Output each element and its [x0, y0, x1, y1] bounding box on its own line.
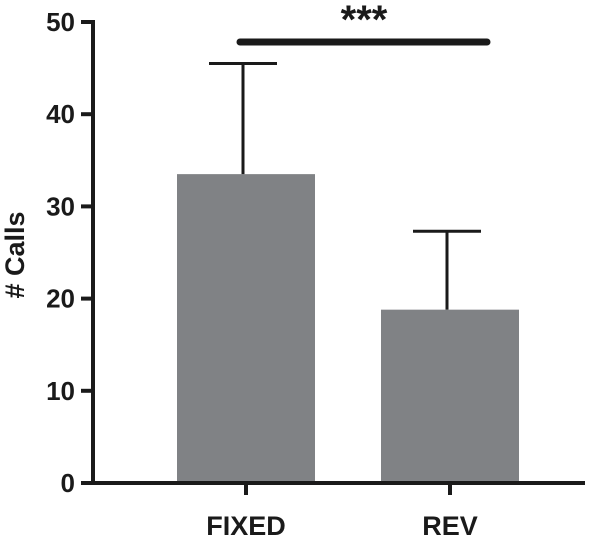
- error-bars: [209, 61, 481, 310]
- y-tick-label: 20: [46, 284, 75, 314]
- bar-rev: [381, 309, 519, 481]
- x-axis: FIXED REV: [91, 481, 585, 537]
- bars: [177, 174, 519, 481]
- y-tick-label: 10: [46, 376, 75, 406]
- x-tick-label: REV: [422, 511, 478, 537]
- x-tick-label: FIXED: [206, 511, 286, 537]
- y-tick-label: 0: [61, 468, 75, 498]
- y-tick-label: 30: [46, 191, 75, 221]
- y-tick-label: 40: [46, 99, 75, 129]
- significance-stars: ***: [341, 0, 388, 42]
- bar-fixed: [177, 174, 315, 481]
- y-axis: 0 10 20 30 40 50: [46, 7, 95, 498]
- y-tick-label: 50: [46, 7, 75, 37]
- y-axis-label: # Calls: [0, 211, 30, 298]
- significance-annotation: ***: [236, 0, 491, 46]
